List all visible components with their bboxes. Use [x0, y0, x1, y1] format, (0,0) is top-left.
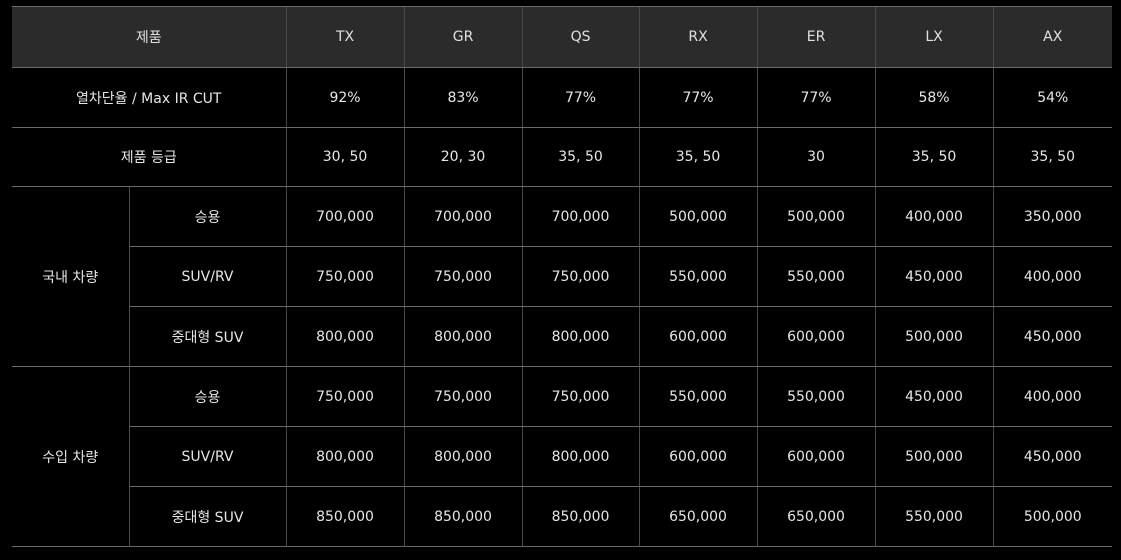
price-cell: 800,000 — [285, 306, 405, 367]
price-cell: 800,000 — [521, 306, 640, 367]
feature-row: 열차단율 / Max IR CUT 92% 83% 77% 77% 77% 58… — [12, 67, 1113, 128]
price-cell: 750,000 — [521, 366, 640, 427]
grade-value: 20, 30 — [403, 127, 523, 187]
header-ax: AX — [992, 6, 1113, 68]
header-lx: LX — [874, 6, 994, 68]
feature-value: 77% — [638, 67, 758, 128]
price-cell: 600,000 — [638, 306, 758, 367]
price-row: SUV/RV 750,000 750,000 750,000 550,000 5… — [12, 246, 1113, 307]
grade-label: 제품 등급 — [12, 127, 287, 187]
feature-label: 열차단율 / Max IR CUT — [12, 67, 287, 128]
price-cell: 350,000 — [992, 186, 1113, 247]
header-product: 제품 — [12, 6, 287, 68]
price-cell: 700,000 — [521, 186, 640, 247]
vehicle-type-label: SUV/RV — [128, 246, 287, 307]
price-row: 중대형 SUV 850,000 850,000 850,000 650,000 … — [12, 486, 1113, 547]
price-cell: 650,000 — [638, 486, 758, 547]
grade-value: 35, 50 — [992, 127, 1113, 187]
price-cell: 500,000 — [874, 306, 994, 367]
grade-value: 30 — [756, 127, 876, 187]
price-row: SUV/RV 800,000 800,000 800,000 600,000 6… — [12, 426, 1113, 487]
header-er: ER — [756, 6, 876, 68]
feature-value: 77% — [756, 67, 876, 128]
price-cell: 750,000 — [521, 246, 640, 307]
price-cell: 400,000 — [874, 186, 994, 247]
vehicle-type-label: SUV/RV — [128, 426, 287, 487]
price-cell: 400,000 — [992, 246, 1113, 307]
header-row: 제품 TX GR QS RX ER LX AX — [12, 6, 1113, 68]
price-cell: 600,000 — [756, 306, 876, 367]
grade-value: 35, 50 — [874, 127, 994, 187]
price-cell: 750,000 — [403, 246, 523, 307]
price-cell: 850,000 — [521, 486, 640, 547]
price-row: 국내 차량 승용 700,000 700,000 700,000 500,000… — [12, 186, 1113, 367]
price-cell: 600,000 — [638, 426, 758, 487]
price-cell: 500,000 — [992, 486, 1113, 547]
feature-value: 58% — [874, 67, 994, 128]
price-cell: 600,000 — [756, 426, 876, 487]
header-gr: GR — [403, 6, 523, 68]
vehicle-type-label: 승용 — [128, 366, 287, 427]
price-cell: 700,000 — [285, 186, 405, 247]
grade-value: 35, 50 — [521, 127, 640, 187]
vehicle-type-label: 승용 — [128, 186, 287, 247]
price-cell: 500,000 — [638, 186, 758, 247]
group-label-domestic: 국내 차량 — [12, 186, 129, 367]
price-cell: 550,000 — [874, 486, 994, 547]
header-rx: RX — [638, 6, 758, 68]
price-cell: 450,000 — [874, 366, 994, 427]
price-cell: 800,000 — [521, 426, 640, 487]
price-cell: 450,000 — [874, 246, 994, 307]
price-cell: 850,000 — [403, 486, 523, 547]
price-cell: 550,000 — [756, 366, 876, 427]
price-cell: 750,000 — [285, 246, 405, 307]
feature-value: 92% — [285, 67, 405, 128]
header-tx: TX — [285, 6, 405, 68]
feature-value: 77% — [521, 67, 640, 128]
table-body: 열차단율 / Max IR CUT 92% 83% 77% 77% 77% 58… — [12, 67, 1113, 547]
group-label-imported: 수입 차량 — [12, 366, 129, 547]
price-cell: 750,000 — [403, 366, 523, 427]
price-cell: 800,000 — [285, 426, 405, 487]
table-header: 제품 TX GR QS RX ER LX AX — [12, 6, 1113, 68]
vehicle-type-label: 중대형 SUV — [128, 306, 287, 367]
grade-value: 35, 50 — [638, 127, 758, 187]
price-table: 제품 TX GR QS RX ER LX AX 열차단율 / Max IR CU… — [12, 6, 1113, 547]
price-row: 수입 차량 승용 750,000 750,000 750,000 550,000… — [12, 366, 1113, 547]
price-cell: 650,000 — [756, 486, 876, 547]
vehicle-type-label: 중대형 SUV — [128, 486, 287, 547]
grade-row: 제품 등급 30, 50 20, 30 35, 50 35, 50 30 35,… — [12, 127, 1113, 187]
price-cell: 450,000 — [992, 426, 1113, 487]
price-cell: 400,000 — [992, 366, 1113, 427]
feature-value: 83% — [403, 67, 523, 128]
price-cell: 550,000 — [638, 366, 758, 427]
price-cell: 550,000 — [638, 246, 758, 307]
feature-value: 54% — [992, 67, 1113, 128]
grade-value: 30, 50 — [285, 127, 405, 187]
price-cell: 800,000 — [403, 426, 523, 487]
price-row: 중대형 SUV 800,000 800,000 800,000 600,000 … — [12, 306, 1113, 367]
price-cell: 750,000 — [285, 366, 405, 427]
price-cell: 500,000 — [756, 186, 876, 247]
price-cell: 850,000 — [285, 486, 405, 547]
price-cell: 450,000 — [992, 306, 1113, 367]
price-cell: 700,000 — [403, 186, 523, 247]
price-cell: 800,000 — [403, 306, 523, 367]
header-qs: QS — [521, 6, 640, 68]
price-cell: 550,000 — [756, 246, 876, 307]
price-cell: 500,000 — [874, 426, 994, 487]
